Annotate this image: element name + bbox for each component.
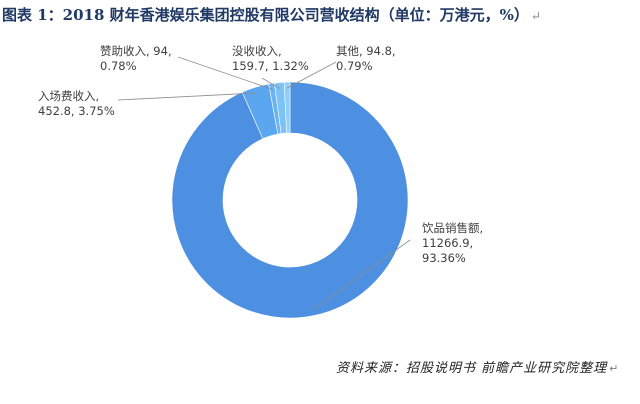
label-entry-fee: 入场费收入, 452.8, 3.75% xyxy=(38,89,115,118)
label-forfeit-leader xyxy=(261,77,281,89)
label-drink-sales: 饮品销售额, 11266.9, 93.36% xyxy=(422,221,483,265)
label-leader-lines xyxy=(117,56,411,310)
label-entry-fee-line1: 入场费收入, xyxy=(38,89,99,103)
label-sponsorship: 赞助收入, 94, 0.78% xyxy=(100,44,172,73)
label-drink-sales-line3: 93.36% xyxy=(422,251,466,265)
label-other-leader xyxy=(287,61,337,89)
label-other: 其他, 94.8, 0.79% xyxy=(336,44,396,73)
donut-slices xyxy=(171,81,409,319)
source-paragraph-mark: ↵ xyxy=(609,362,620,375)
label-sponsorship-line2: 0.78% xyxy=(100,59,137,73)
label-drink-sales-leader xyxy=(312,239,411,310)
label-other-line1: 其他, 94.8, xyxy=(336,44,396,58)
chart-title-text: 图表 1：2018 财年香港娱乐集团控股有限公司营收结构（单位：万港元，%） xyxy=(2,6,529,24)
label-other-line2: 0.79% xyxy=(336,59,373,73)
label-forfeit-line1: 没收收入, xyxy=(232,44,282,58)
label-sponsorship-leader xyxy=(177,56,273,90)
label-forfeit: 没收收入, 159.7, 1.32% xyxy=(232,44,309,73)
label-drink-sales-line2: 11266.9, xyxy=(422,236,473,250)
paragraph-mark: ↵ xyxy=(530,9,541,23)
label-entry-fee-line2: 452.8, 3.75% xyxy=(38,104,115,118)
label-sponsorship-line1: 赞助收入, 94, xyxy=(100,44,172,58)
source-text: 资料来源：招股说明书 前瞻产业研究院整理 xyxy=(336,361,608,376)
label-entry-fee-leader xyxy=(117,92,257,101)
donut-hole xyxy=(223,133,357,267)
chart-title: 图表 1：2018 财年香港娱乐集团控股有限公司营收结构（单位：万港元，%） ↵ xyxy=(2,2,638,28)
data-labels: 饮品销售额, 11266.9, 93.36% 入场费收入, 452.8, 3.75% 赞助… xyxy=(38,44,483,265)
label-drink-sales-line1: 饮品销售额, xyxy=(422,221,483,235)
label-forfeit-line2: 159.7, 1.32% xyxy=(232,59,309,73)
source-note: 资料来源：招股说明书 前瞻产业研究院整理 ↵ xyxy=(336,357,636,381)
